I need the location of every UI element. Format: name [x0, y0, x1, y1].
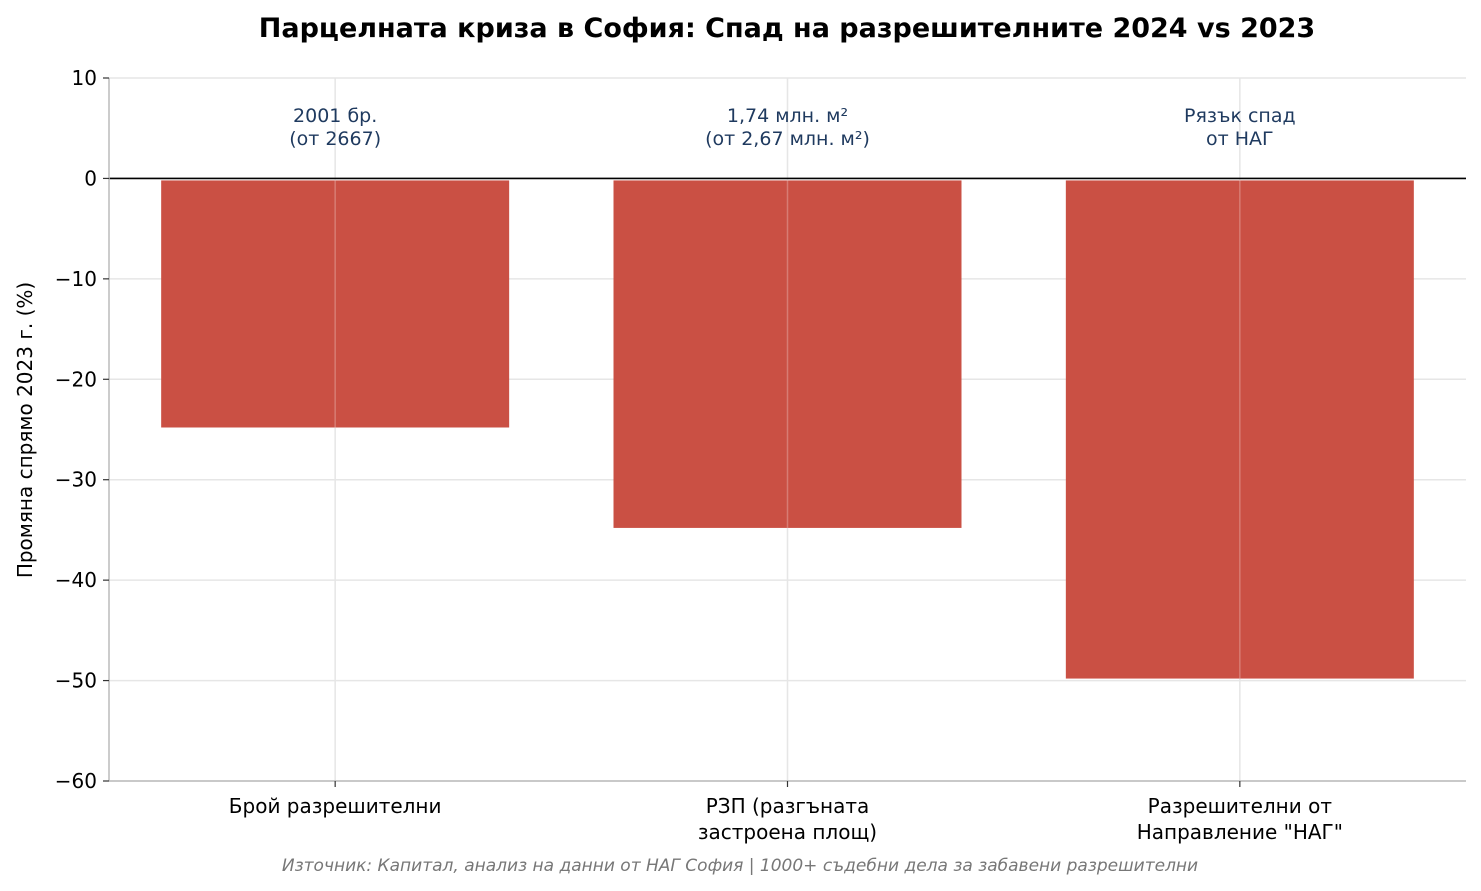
y-tick-label: −40 [55, 568, 97, 592]
chart-title: Парцелната криза в София: Спад на разреш… [259, 13, 1315, 44]
x-tick-label: Разрешителни от [1148, 794, 1333, 818]
source-note: Източник: Капитал, анализ на данни от НА… [282, 856, 1198, 876]
bar-annotation: 2001 бр. [293, 105, 377, 127]
x-tick-label: застроена площ) [698, 820, 877, 844]
y-tick-label: 0 [84, 166, 97, 190]
bar-annotation: Рязък спад [1184, 105, 1296, 127]
x-tick-label: Брой разрешителни [229, 794, 442, 818]
bar [1065, 180, 1414, 679]
bar [161, 180, 510, 428]
y-tick-label: −10 [55, 267, 97, 291]
x-tick-label: Направление "НАГ" [1137, 820, 1343, 844]
x-tick-label: РЗП (разгъната [706, 794, 870, 818]
y-axis-label: Промяна спрямо 2023 г. (%) [13, 282, 37, 578]
y-tick-label: 10 [72, 66, 97, 90]
y-tick-label: −20 [55, 367, 97, 391]
y-tick-label: −60 [55, 769, 97, 793]
bar [613, 180, 962, 528]
y-tick-label: −50 [55, 669, 97, 693]
bar-annotation: 1,74 млн. м² [727, 105, 848, 127]
y-tick-label: −30 [55, 468, 97, 492]
bar-annotation: (от 2667) [289, 128, 381, 150]
bar-annotation: от НАГ [1206, 128, 1274, 150]
bar-annotation: (от 2,67 млн. м²) [705, 128, 870, 150]
